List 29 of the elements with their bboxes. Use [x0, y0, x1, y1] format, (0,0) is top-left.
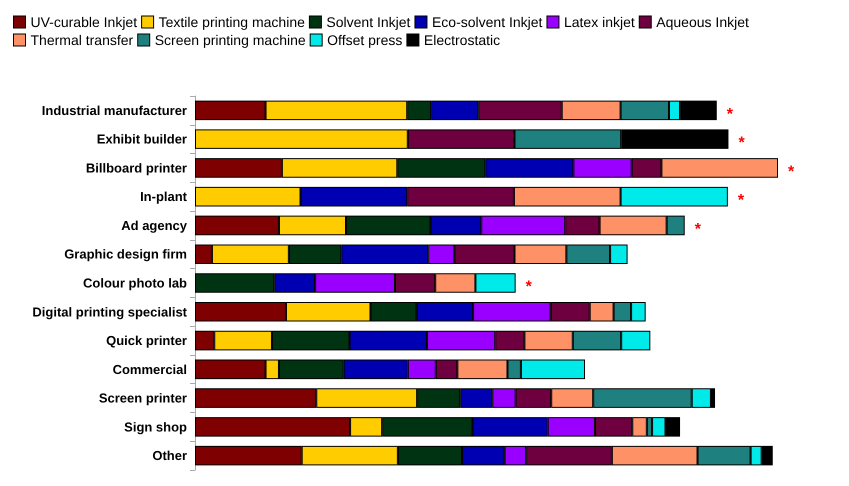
- annotation: *: [788, 163, 795, 180]
- legend-label: Offset press: [327, 32, 402, 48]
- legend-label: Screen printing machine: [154, 32, 306, 48]
- y-tick-label: Other: [152, 448, 187, 464]
- annotation: *: [726, 106, 734, 123]
- annotation: *: [738, 134, 746, 152]
- legend-label: Thermal transfer: [30, 32, 134, 48]
- legend-label: Textile printing machine: [158, 14, 306, 30]
- legend-label: Latex inkjet: [564, 14, 635, 30]
- y-tick-label: Commercial: [112, 362, 187, 377]
- y-tick-label: Sign shop: [124, 419, 188, 434]
- y-tick-label: In-plant: [140, 189, 188, 204]
- legend-label: Electrostatic: [424, 32, 500, 48]
- y-tick-label: Ad agency: [121, 218, 188, 233]
- y-tick-label: Billboard printer: [86, 160, 187, 176]
- y-tick-label: Industrial manufacturer: [42, 102, 187, 118]
- y-tick-label: Screen printer: [98, 390, 187, 406]
- legend-label: UV-curable Inkjet: [30, 14, 138, 30]
- legend-label: Solvent Inkjet: [326, 14, 411, 30]
- annotation: *: [738, 192, 745, 210]
- annotation: *: [694, 220, 702, 238]
- annotation: *: [526, 278, 533, 296]
- legend-label: Aqueous Inkjet: [656, 14, 749, 30]
- y-tick-label: Colour photo lab: [83, 276, 188, 290]
- y-tick-label: Quick printer: [106, 333, 187, 348]
- y-tick-label: Graphic design firm: [64, 246, 187, 262]
- legend-label: Eco-solvent Inkjet: [432, 14, 543, 30]
- y-tick-label: Exhibit builder: [96, 132, 187, 147]
- y-tick-label: Digital printing specialist: [32, 304, 188, 320]
